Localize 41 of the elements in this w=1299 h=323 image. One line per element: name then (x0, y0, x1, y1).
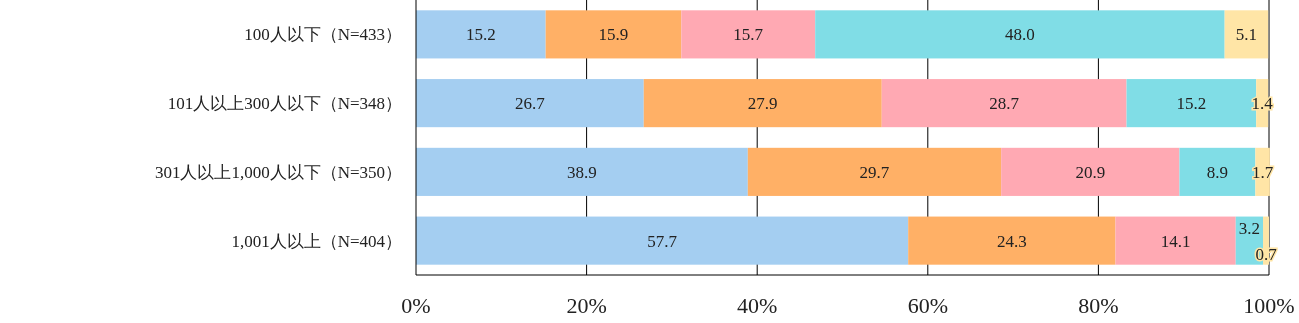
data-label: 3.2 (1238, 218, 1261, 238)
y-tick-label: 100人以下（N=433） (244, 25, 402, 45)
data-label: 57.7 (647, 231, 678, 251)
data-label: 27.9 (747, 94, 778, 114)
data-label: 5.1 (1235, 25, 1258, 45)
x-tick-label: 80% (1078, 293, 1119, 318)
bar (881, 79, 1127, 128)
data-label: 26.7 (515, 94, 546, 114)
bar (815, 10, 1225, 59)
data-label: 28.7 (989, 94, 1020, 114)
data-label: 15.9 (598, 25, 629, 45)
y-tick-label: 1,001人以上（N=404） (231, 231, 402, 251)
x-tick-label: 20% (566, 293, 607, 318)
bar (545, 10, 682, 59)
data-label: 15.7 (733, 25, 764, 45)
y-tick-label: 101人以上300人以下（N=348） (167, 94, 402, 114)
bar (1001, 147, 1180, 196)
y-tick-label: 301人以上1,000人以下（N=350） (154, 162, 402, 182)
bar (1115, 216, 1236, 265)
data-label: 20.9 (1075, 162, 1106, 182)
bar (1224, 10, 1269, 59)
data-label: 15.2 (465, 25, 496, 45)
bar (681, 10, 816, 59)
data-label: 29.7 (859, 162, 890, 182)
x-tick-label: 100% (1243, 293, 1295, 318)
bar (747, 147, 1002, 196)
x-tick-label: 0% (401, 293, 431, 318)
x-tick-label: 60% (907, 293, 948, 318)
data-label: 48.0 (1005, 25, 1035, 45)
x-tick-label: 40% (737, 293, 778, 318)
data-label: 24.3 (996, 231, 1027, 251)
bar (908, 216, 1116, 265)
data-label: 14.1 (1160, 231, 1191, 251)
bar (416, 216, 909, 265)
data-label: 15.2 (1176, 94, 1207, 114)
bar (416, 10, 546, 59)
data-label: 8.9 (1206, 162, 1229, 182)
bar (416, 147, 748, 196)
data-label: 38.9 (567, 162, 597, 182)
bar (643, 79, 882, 128)
bar (416, 79, 644, 128)
